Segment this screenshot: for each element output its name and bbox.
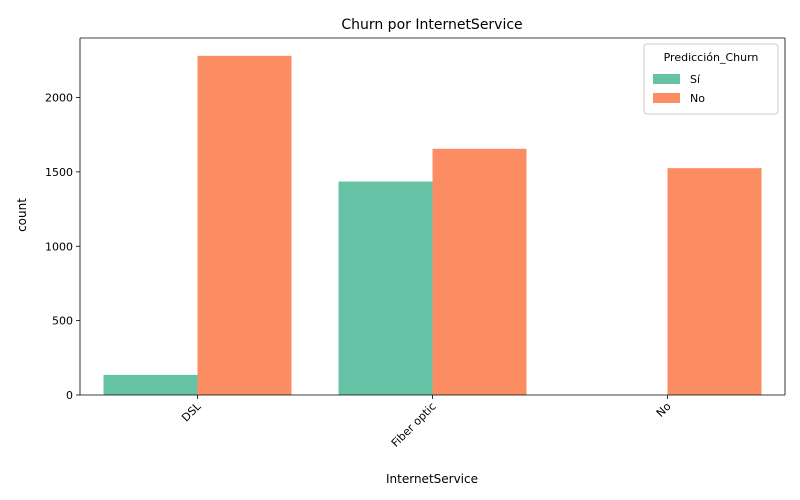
x-tick-label: DSL [179, 399, 204, 424]
bar-dsl-series-1 [197, 55, 292, 395]
y-tick-label: 1500 [45, 166, 73, 179]
bar-fiber-optic-series-1 [432, 148, 527, 395]
legend-title: Predicción_Churn [664, 51, 759, 64]
chart-title: Churn por InternetService [341, 17, 522, 33]
x-tick-label: Fiber optic [389, 400, 439, 450]
legend-swatch [653, 74, 680, 84]
y-axis-label: count [15, 198, 29, 232]
x-tick-label: No [654, 400, 674, 420]
legend: Predicción_Churn Sí No [643, 43, 779, 115]
y-tick-label: 1000 [45, 240, 73, 253]
legend-swatch [653, 93, 680, 103]
y-tick-label: 500 [52, 315, 73, 328]
legend-entry-label: Sí [690, 73, 701, 86]
bar-no-series-1 [667, 168, 762, 395]
y-tick-label: 0 [66, 389, 73, 402]
bar-fiber-optic-series-0 [338, 181, 433, 395]
y-tick-label: 2000 [45, 92, 73, 105]
bars-group [103, 55, 762, 395]
bar-dsl-series-0 [103, 374, 198, 395]
legend-entry-label: No [690, 92, 705, 105]
x-axis-label: InternetService [386, 472, 478, 486]
